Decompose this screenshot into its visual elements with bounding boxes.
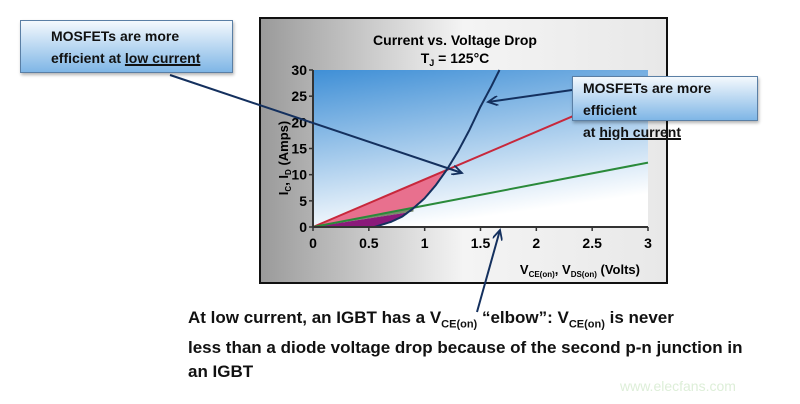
series-line-1 — [312, 161, 649, 228]
callout-text: efficient at low current — [51, 50, 201, 66]
callout-text: MOSFETs are more efficient — [583, 80, 712, 118]
x-tick-label: 2.5 — [582, 235, 602, 251]
y-tick-label: 15 — [291, 141, 307, 157]
fill-igbt-region — [313, 211, 414, 227]
chart-title: Current vs. Voltage Drop — [373, 32, 537, 48]
callout-low-current: MOSFETs are more efficient at low curren… — [20, 20, 233, 73]
fill-mosfet-advantage — [313, 169, 447, 227]
watermark: www.elecfans.com — [620, 378, 736, 394]
callout-high-current: MOSFETs are more efficient at high curre… — [572, 76, 758, 140]
x-tick-label: 2 — [532, 235, 540, 251]
x-tick-label: 3 — [644, 235, 652, 251]
y-tick-label: 25 — [291, 88, 307, 104]
series-line-2 — [374, 69, 501, 228]
x-axis-label: VCE(on), VDS(on) (Volts) — [520, 262, 640, 279]
igbt-elbow-note: At low current, an IGBT has a VCE(on) “e… — [188, 308, 743, 382]
arrow-high-current — [488, 89, 573, 102]
y-tick-label: 20 — [291, 114, 307, 130]
y-tick-label: 30 — [291, 62, 307, 78]
arrow-elbow — [476, 230, 500, 313]
y-axis-label: IC, ID (Amps) — [276, 121, 293, 195]
y-tick-label: 0 — [299, 219, 307, 235]
y-tick-label: 10 — [291, 167, 307, 183]
x-tick-label: 0 — [309, 235, 317, 251]
y-tick-label: 5 — [299, 193, 307, 209]
x-tick-label: 0.5 — [359, 235, 379, 251]
chart-subtitle: TJ = 125°C — [421, 50, 490, 68]
arrow-low-current — [169, 74, 462, 173]
callout-text: at high current — [583, 124, 682, 140]
x-tick-label: 1 — [421, 235, 429, 251]
callout-text: MOSFETs are more — [51, 28, 180, 44]
x-tick-label: 1.5 — [471, 235, 491, 251]
